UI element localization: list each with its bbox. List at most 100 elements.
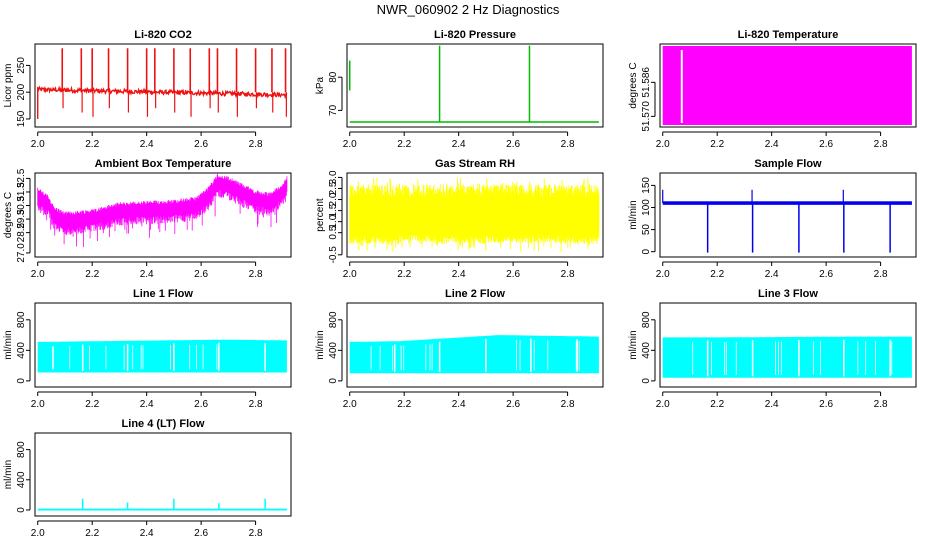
x-tick-label: 2.2 (85, 269, 99, 280)
y-axis-label: ml/min (628, 200, 639, 229)
y-tick-label: 0 (16, 378, 27, 384)
x-tick-label: 2.0 (31, 139, 45, 150)
panel-title: Line 3 Flow (758, 288, 818, 300)
panel-title: Li-820 Temperature (738, 29, 839, 41)
y-axis-label: ml/min (315, 330, 326, 359)
y-tick-label: 2.0 (328, 192, 339, 206)
panel-title: Line 2 Flow (445, 288, 505, 300)
y-tick-label: 0 (641, 378, 652, 384)
panel-title: Sample Flow (754, 158, 822, 170)
y-tick-label: 29.5 (16, 209, 27, 229)
y-tick-label: 150 (16, 110, 27, 127)
y-tick-label: 51.570 (641, 101, 652, 132)
temperature-fill (662, 46, 912, 125)
y-tick-label: 0.5 (328, 225, 339, 239)
x-tick-label: 2.2 (397, 139, 411, 150)
x-tick-label: 2.8 (249, 269, 263, 280)
x-tick-label: 2.0 (31, 269, 45, 280)
y-tick-label: 400 (16, 342, 27, 359)
x-tick-label: 2.2 (710, 139, 724, 150)
x-tick-label: 2.6 (819, 269, 833, 280)
y-tick-label: 3.0 (328, 170, 339, 184)
y-tick-label: 0 (641, 248, 652, 254)
x-tick-label: 2.8 (874, 139, 888, 150)
y-axis-label: ml/min (628, 330, 639, 359)
panel-7: Line 1 Flow ml/min 2.0 2.2 2.4 2.6 2.8 0 400 800 (3, 288, 292, 410)
y-tick-label: 70 (328, 104, 339, 116)
y-tick-label: 32.5 (16, 168, 27, 188)
series-line (37, 48, 288, 119)
series-line (37, 173, 288, 248)
x-tick-label: 2.4 (765, 399, 779, 410)
x-tick-label: 2.4 (140, 528, 154, 539)
y-axis-label: Licor ppm (3, 64, 14, 108)
y-tick-label: 250 (16, 57, 27, 74)
panel-title: Line 4 (LT) Flow (122, 418, 205, 430)
y-tick-label: 27.0 (16, 243, 27, 263)
sample-flow-band (662, 201, 912, 205)
plot-frame (659, 172, 917, 258)
plot-frame (34, 432, 292, 517)
y-axis-label: percent (315, 198, 326, 232)
x-tick-label: 2.2 (85, 399, 99, 410)
plot-frame (34, 43, 292, 128)
panel-9: Line 3 Flow ml/min 2.0 2.2 2.4 2.6 2.8 0 400 800 (628, 288, 917, 410)
x-tick-label: 2.4 (452, 399, 466, 410)
x-tick-label: 2.2 (85, 139, 99, 150)
panel-8: Line 2 Flow ml/min 2.0 2.2 2.4 2.6 2.8 0 400 800 (315, 288, 604, 410)
x-tick-label: 2.6 (506, 399, 520, 410)
y-tick-label: 50 (641, 224, 652, 236)
panel-title: Li-820 CO2 (134, 29, 191, 41)
x-tick-label: 2.0 (31, 528, 45, 539)
panel-title: Li-820 Pressure (434, 29, 516, 41)
panel-2: Li-820 Pressure kPa 2.0 2.2 2.4 2.6 2.8 70 80 (315, 29, 604, 150)
y-tick-label: 400 (16, 471, 27, 488)
y-tick-label: 2.5 (328, 181, 339, 195)
flow-band (349, 335, 599, 374)
y-tick-label: 100 (641, 199, 652, 216)
series-line (348, 45, 599, 123)
co2-line (37, 85, 288, 100)
x-tick-label: 2.6 (506, 269, 520, 280)
x-tick-label: 2.4 (452, 269, 466, 280)
y-tick-label: 31.5 (16, 182, 27, 202)
x-tick-label: 2.2 (397, 399, 411, 410)
plot-frame (34, 172, 292, 258)
x-tick-label: 2.0 (656, 139, 670, 150)
x-tick-label: 2.8 (249, 528, 263, 539)
y-tick-label: 400 (641, 342, 652, 359)
plot-frame (34, 302, 292, 388)
x-tick-label: 2.6 (194, 528, 208, 539)
rh-trace (349, 177, 600, 253)
y-axis-label: ml/min (3, 330, 14, 359)
series-line (349, 177, 600, 253)
plot-frame (659, 302, 917, 388)
series-area (349, 335, 599, 374)
x-tick-label: 2.2 (397, 269, 411, 280)
panel-title: Gas Stream RH (435, 158, 515, 170)
x-tick-label: 2.4 (765, 269, 779, 280)
x-tick-label: 2.0 (343, 399, 357, 410)
x-tick-label: 2.6 (819, 139, 833, 150)
x-tick-label: 2.8 (249, 139, 263, 150)
plot-frame (346, 172, 604, 258)
x-tick-label: 2.8 (874, 399, 888, 410)
x-tick-label: 2.0 (656, 399, 670, 410)
plot-frame (346, 302, 604, 388)
series-area (37, 339, 287, 373)
y-tick-label: 800 (16, 441, 27, 458)
x-tick-label: 2.0 (656, 269, 670, 280)
x-tick-label: 2.4 (140, 399, 154, 410)
x-tick-label: 2.8 (561, 139, 575, 150)
y-tick-label: 30.5 (16, 195, 27, 215)
x-tick-label: 2.6 (819, 399, 833, 410)
x-tick-label: 2.8 (249, 399, 263, 410)
panel-1: Li-820 CO2 Licor ppm 2.0 2.2 2.4 2.6 2.8 150 200… (3, 29, 292, 150)
panels: Li-820 CO2 Licor ppm 2.0 2.2 2.4 2.6 2.8 150 200… (3, 29, 917, 539)
series-area (662, 46, 912, 125)
figure-title: NWR_060902 2 Hz Diagnostics (377, 2, 560, 17)
x-tick-label: 2.8 (874, 269, 888, 280)
y-tick-label: 400 (328, 342, 339, 359)
x-tick-label: 2.0 (343, 269, 357, 280)
